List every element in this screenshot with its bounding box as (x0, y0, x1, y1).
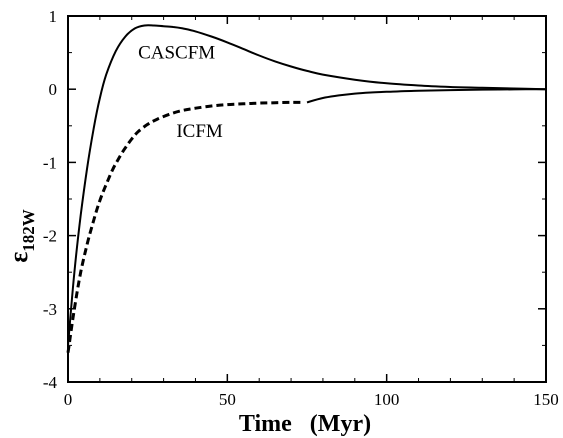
x-tick-label: 0 (64, 390, 73, 409)
y-axis-symbol: ε (4, 252, 33, 263)
series-line-cascfm (67, 24, 547, 346)
x-tick-label: 100 (374, 390, 400, 409)
y-tick-label: -1 (43, 153, 57, 172)
series-line-icfm-late (306, 88, 547, 104)
annotation-icfm: ICFM (176, 121, 223, 142)
x-tick-label: 150 (533, 390, 559, 409)
x-axis-title: Time (Myr) (239, 411, 371, 437)
axis-ticks (67, 15, 547, 383)
tick-labels: 0 50 100 150 1 0 -1 -2 -3 -4 (43, 7, 559, 409)
y-tick-label: 0 (49, 80, 58, 99)
y-tick-label: -4 (43, 373, 58, 392)
annotations: CASCFM ICFM (138, 42, 223, 141)
series-line-icfm (66, 100, 304, 353)
y-axis-title: ε182W (4, 209, 38, 263)
annotation-cascfm: CASCFM (138, 42, 215, 63)
series-lines (66, 24, 547, 353)
y-tick-label: -2 (43, 227, 57, 246)
y-axis-subscript: 182W (19, 209, 38, 252)
y-tick-label: -3 (43, 300, 57, 319)
x-tick-label: 50 (219, 390, 236, 409)
y-tick-label: 1 (49, 7, 58, 26)
